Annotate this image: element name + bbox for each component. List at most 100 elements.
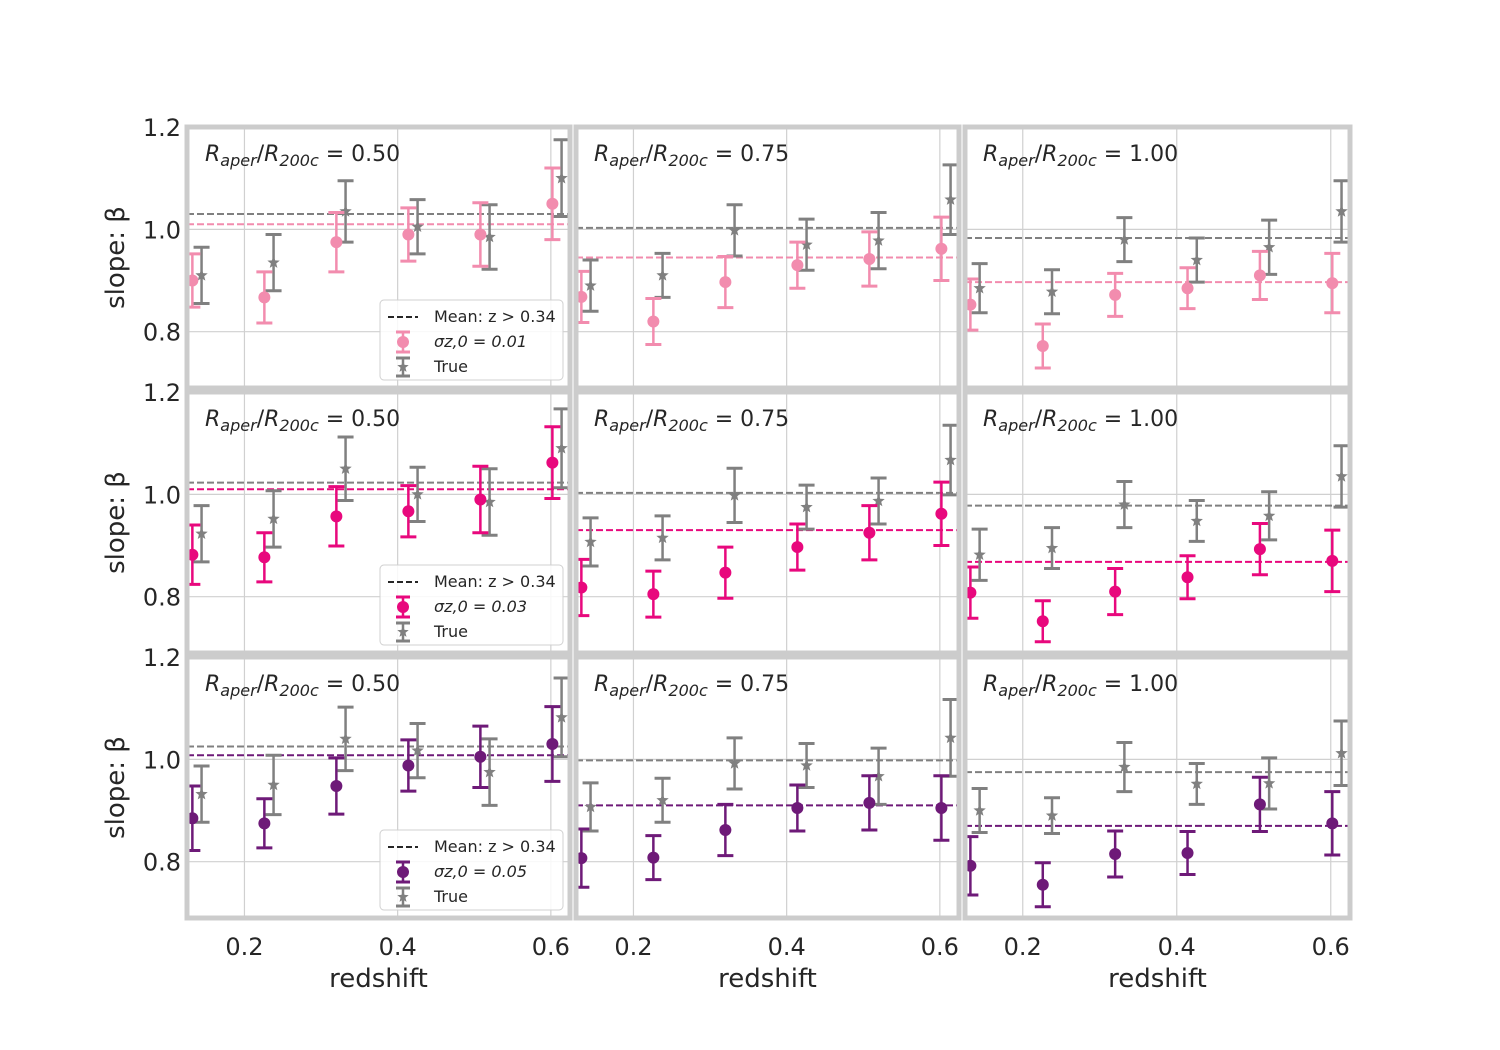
true-point-star-4 — [411, 220, 424, 233]
true-point-star-3 — [339, 204, 352, 217]
true-point-star-4 — [411, 487, 424, 500]
true-point-star-6 — [555, 441, 568, 454]
panel-title: Raper/R200c = 1.00 — [983, 142, 1178, 170]
true-point-star-6 — [944, 731, 957, 744]
panel-content — [965, 657, 1350, 918]
panel-content — [187, 127, 570, 388]
observed-point-1 — [965, 859, 977, 872]
observed-point-1 — [965, 298, 977, 311]
x-tick-label: 0.6 — [1312, 933, 1350, 961]
y-axis-label: slope: β — [101, 736, 131, 839]
y-tick-label: 1.2 — [143, 379, 181, 407]
panel-title: Raper/R200c = 0.75 — [594, 407, 789, 435]
true-point-star-6 — [1335, 746, 1348, 759]
true-point-star-1 — [973, 281, 986, 294]
legend-mean-label: Mean: z > 0.34 — [434, 572, 556, 591]
panel-border — [573, 654, 962, 921]
true-point-star-5 — [1262, 240, 1276, 253]
observed-point-1 — [965, 586, 977, 599]
panel-title: Raper/R200c = 0.75 — [594, 142, 789, 170]
true-point-star-2 — [1045, 809, 1059, 821]
true-point-star-5 — [483, 495, 496, 508]
true-point-star-3 — [1118, 760, 1131, 773]
observed-point-1 — [576, 852, 588, 865]
true-point-star-3 — [1118, 498, 1131, 510]
observed-point-3 — [330, 779, 343, 792]
true-point-star-5 — [1262, 509, 1276, 522]
legend-true-marker — [397, 626, 409, 637]
panel-background — [576, 392, 959, 653]
panel-content — [576, 657, 959, 918]
x-tick-label: 0.6 — [532, 933, 570, 961]
observed-point-2 — [1036, 340, 1049, 353]
legend: Mean: z > 0.34 σz,0 = 0.05 True — [379, 829, 564, 911]
observed-point-2 — [647, 588, 660, 601]
x-axis-label: redshift — [718, 964, 817, 994]
legend-sigma-label: σz,0 = 0.01 — [434, 332, 527, 351]
y-tick-label: 1.0 — [143, 481, 181, 509]
observed-point-1 — [187, 274, 199, 287]
observed-point-5 — [474, 750, 487, 763]
legend-true-label: True — [433, 357, 468, 376]
x-tick-label: 0.2 — [1004, 933, 1042, 961]
y-tick-label: 0.8 — [143, 319, 181, 347]
legend-box — [379, 299, 564, 381]
true-point-star-1 — [973, 804, 986, 816]
y-tick-label: 1.0 — [143, 216, 181, 244]
x-axis-label: redshift — [329, 964, 428, 994]
observed-point-3 — [1109, 585, 1122, 598]
true-point-star-4 — [800, 238, 813, 250]
true-point-star-6 — [555, 710, 568, 723]
panel-title: Raper/R200c = 1.00 — [983, 407, 1178, 435]
true-point-star-3 — [728, 488, 741, 501]
true-point-star-1 — [584, 800, 597, 813]
observed-point-5 — [863, 796, 876, 809]
true-point-star-5 — [872, 494, 885, 507]
true-point-star-4 — [1190, 253, 1203, 266]
observed-point-4 — [402, 228, 415, 241]
true-point-star-1 — [195, 787, 208, 800]
observed-point-2 — [258, 817, 271, 830]
true-point-star-4 — [800, 758, 813, 771]
legend-mean-label: Mean: z > 0.34 — [434, 307, 556, 326]
true-point-star-6 — [944, 193, 957, 205]
legend-true-marker — [397, 361, 409, 372]
observed-point-2 — [647, 315, 660, 328]
panel-title: Raper/R200c = 0.50 — [205, 407, 400, 435]
y-tick-label: 1.2 — [143, 114, 181, 142]
observed-point-3 — [719, 566, 732, 579]
observed-point-2 — [1036, 878, 1049, 891]
true-point-star-3 — [339, 732, 352, 745]
true-point-star-5 — [872, 234, 885, 246]
observed-point-3 — [330, 510, 343, 523]
observed-point-3 — [719, 823, 732, 836]
panel-background — [576, 657, 959, 918]
panel-r3-c1: Raper/R200c = 0.50 0.8 1.0 1.2 slope: β 0.2 0.… — [101, 644, 573, 994]
true-point-star-6 — [1335, 204, 1348, 217]
panel-content — [187, 392, 570, 653]
legend-mean-label: Mean: z > 0.34 — [434, 837, 556, 856]
true-point-star-5 — [483, 765, 496, 778]
y-axis-label: slope: β — [101, 471, 131, 574]
true-point-star-3 — [728, 756, 741, 769]
true-point-star-6 — [1335, 469, 1348, 482]
observed-point-3 — [330, 236, 343, 249]
observed-point-3 — [1109, 288, 1122, 301]
panel-border — [962, 654, 1353, 921]
panel-r3-c3: Raper/R200c = 1.00 0.2 0.4 0.6 redshift — [962, 654, 1353, 994]
true-point-star-3 — [728, 223, 741, 236]
observed-point-6 — [935, 507, 948, 520]
true-point-star-2 — [656, 268, 669, 281]
observed-point-6 — [1326, 277, 1339, 290]
true-point-star-4 — [1190, 777, 1203, 790]
panel-background — [965, 392, 1350, 653]
panel-background — [965, 657, 1350, 918]
panel-content — [576, 392, 959, 653]
true-point-star-5 — [872, 769, 885, 782]
true-point-star-2 — [267, 512, 280, 525]
legend-true-marker — [397, 891, 409, 902]
panel-title: Raper/R200c = 0.50 — [205, 142, 400, 170]
true-point-star-3 — [339, 462, 352, 475]
true-point-star-1 — [584, 535, 597, 548]
